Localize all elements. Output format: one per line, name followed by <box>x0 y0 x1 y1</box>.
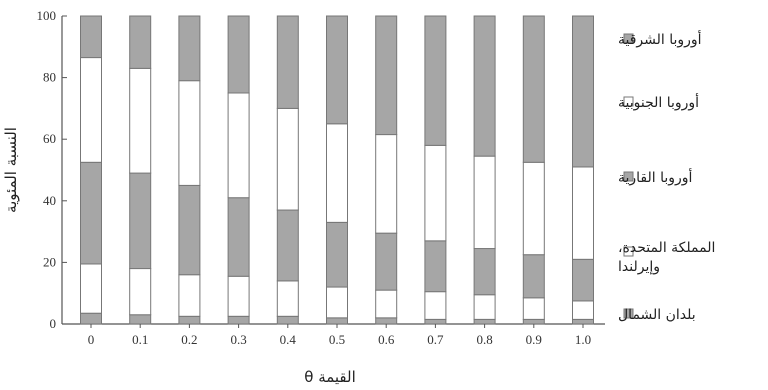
bar-segment-4-0.7 <box>424 144 447 242</box>
legend-label: المملكة المتحدة، وإيرلندا <box>618 240 715 275</box>
bar-segment-3-0.3 <box>227 197 250 277</box>
bar-segment-2-0 <box>80 263 102 314</box>
x-axis-ticks: 0 0.1 0.2 0.3 0.4 0.5 0.6 0.7 0.8 0.9 1.0 <box>88 324 591 347</box>
y-tick-label: 80 <box>43 70 56 85</box>
bar-segment-4-0.9 <box>522 161 545 256</box>
y-tick-label: 0 <box>50 316 57 331</box>
x-tick-label: 0.5 <box>329 332 345 347</box>
legend-swatch <box>623 171 634 182</box>
legend-label: بلدان الشمال <box>618 307 696 323</box>
bar-segment-1-1.0 <box>572 318 594 325</box>
bar-segment-3-1.0 <box>572 258 594 302</box>
x-tick-label: 0 <box>88 332 95 347</box>
bar-segment-1-0.5 <box>326 317 348 325</box>
legend-label: أوروبا الجنوبية <box>618 93 699 111</box>
x-tick-label: 0.7 <box>427 332 444 347</box>
y-tick-label: 60 <box>43 131 56 146</box>
bar-segment-3-0.7 <box>424 240 447 293</box>
bar-segment-4-0.6 <box>375 134 398 234</box>
x-tick-label: 0.4 <box>280 332 297 347</box>
bar-segment-5-0.1 <box>129 15 152 69</box>
bar-segment-4-0.3 <box>227 92 250 199</box>
bar-segment-3-0.6 <box>375 232 398 291</box>
legend-swatch <box>623 308 634 319</box>
bar-segment-3-0.2 <box>178 184 201 276</box>
bar-segment-2-0.8 <box>473 294 496 320</box>
bar-segment-2-0.5 <box>326 286 348 319</box>
bar-segment-1-0.4 <box>276 315 299 325</box>
bar-segment-3-0.1 <box>129 172 152 270</box>
x-tick-label: 0.2 <box>181 332 197 347</box>
bar-segment-5-0 <box>80 15 102 59</box>
bar-segment-2-0.3 <box>227 275 250 317</box>
x-tick-label: 0.6 <box>378 332 395 347</box>
bar-segment-1-0.6 <box>375 317 398 325</box>
bar-segment-4-0.5 <box>326 123 348 223</box>
bar-segment-2-0.6 <box>375 289 398 319</box>
bar-segment-2-0.2 <box>178 274 201 317</box>
bar-segment-4-0.2 <box>178 80 201 186</box>
bar-segment-5-0.7 <box>424 15 447 146</box>
bar-segment-4-0.8 <box>473 155 496 250</box>
bar-segment-2-0.9 <box>522 297 545 320</box>
bar-segment-5-0.2 <box>178 15 201 82</box>
bar-segment-5-1.0 <box>572 15 594 168</box>
bar-segment-1-0.9 <box>522 318 545 325</box>
x-tick-label: 1.0 <box>575 332 591 347</box>
bar-segment-3-0.4 <box>276 209 299 282</box>
plot-area <box>61 15 605 325</box>
bar-segment-5-0.8 <box>473 15 496 157</box>
legend: أوروبا الشرقية أوروبا الجنوبية أوروبا القا… <box>618 30 715 323</box>
y-axis-ticks: 0 20 40 60 80 100 <box>37 8 67 331</box>
x-tick-label: 0.1 <box>132 332 148 347</box>
legend-swatch <box>623 33 634 44</box>
bar-segment-4-0.1 <box>129 67 152 174</box>
y-tick-label: 20 <box>43 254 56 269</box>
bar-segment-1-0.2 <box>178 315 201 325</box>
bar-segment-1-0.7 <box>424 318 447 325</box>
bar-segment-1-0.1 <box>129 314 152 325</box>
legend-swatch <box>623 96 634 107</box>
y-axis-label: النسبة المئوية <box>2 127 20 213</box>
bar-segment-5-0.5 <box>326 15 348 125</box>
bar-segment-5-0.4 <box>276 15 299 109</box>
bar-segment-3-0.9 <box>522 254 545 299</box>
x-tick-label: 0.3 <box>230 332 246 347</box>
bar-segment-4-0 <box>80 57 102 163</box>
y-tick-label: 100 <box>37 8 57 23</box>
bar-segment-5-0.9 <box>522 15 545 163</box>
bar-segment-2-0.4 <box>276 280 299 317</box>
bar-segment-2-0.7 <box>424 291 447 320</box>
bar-segment-4-1.0 <box>572 166 594 260</box>
legend-label: أوروبا الشرقية <box>618 30 702 48</box>
bar-segment-1-0.8 <box>473 318 496 325</box>
x-axis-label: القيمة θ <box>304 368 356 386</box>
bar-segment-5-0.3 <box>227 15 250 94</box>
bar-segment-4-0.4 <box>276 107 299 211</box>
bar-segment-5-0.6 <box>375 15 398 136</box>
legend-swatch <box>623 246 634 257</box>
y-tick-label: 40 <box>43 193 56 208</box>
x-tick-label: 0.8 <box>476 332 492 347</box>
bar-segment-2-0.1 <box>129 268 152 316</box>
bar-segment-2-1.0 <box>572 300 594 320</box>
bar-segment-3-0.5 <box>326 221 348 288</box>
x-tick-label: 0.9 <box>526 332 542 347</box>
bar-segment-1-0 <box>80 312 102 325</box>
bar-segment-3-0 <box>80 161 102 265</box>
bar-segment-3-0.8 <box>473 248 496 296</box>
bar-segment-1-0.3 <box>227 315 250 325</box>
legend-label: أوروبا القارية <box>618 168 693 186</box>
